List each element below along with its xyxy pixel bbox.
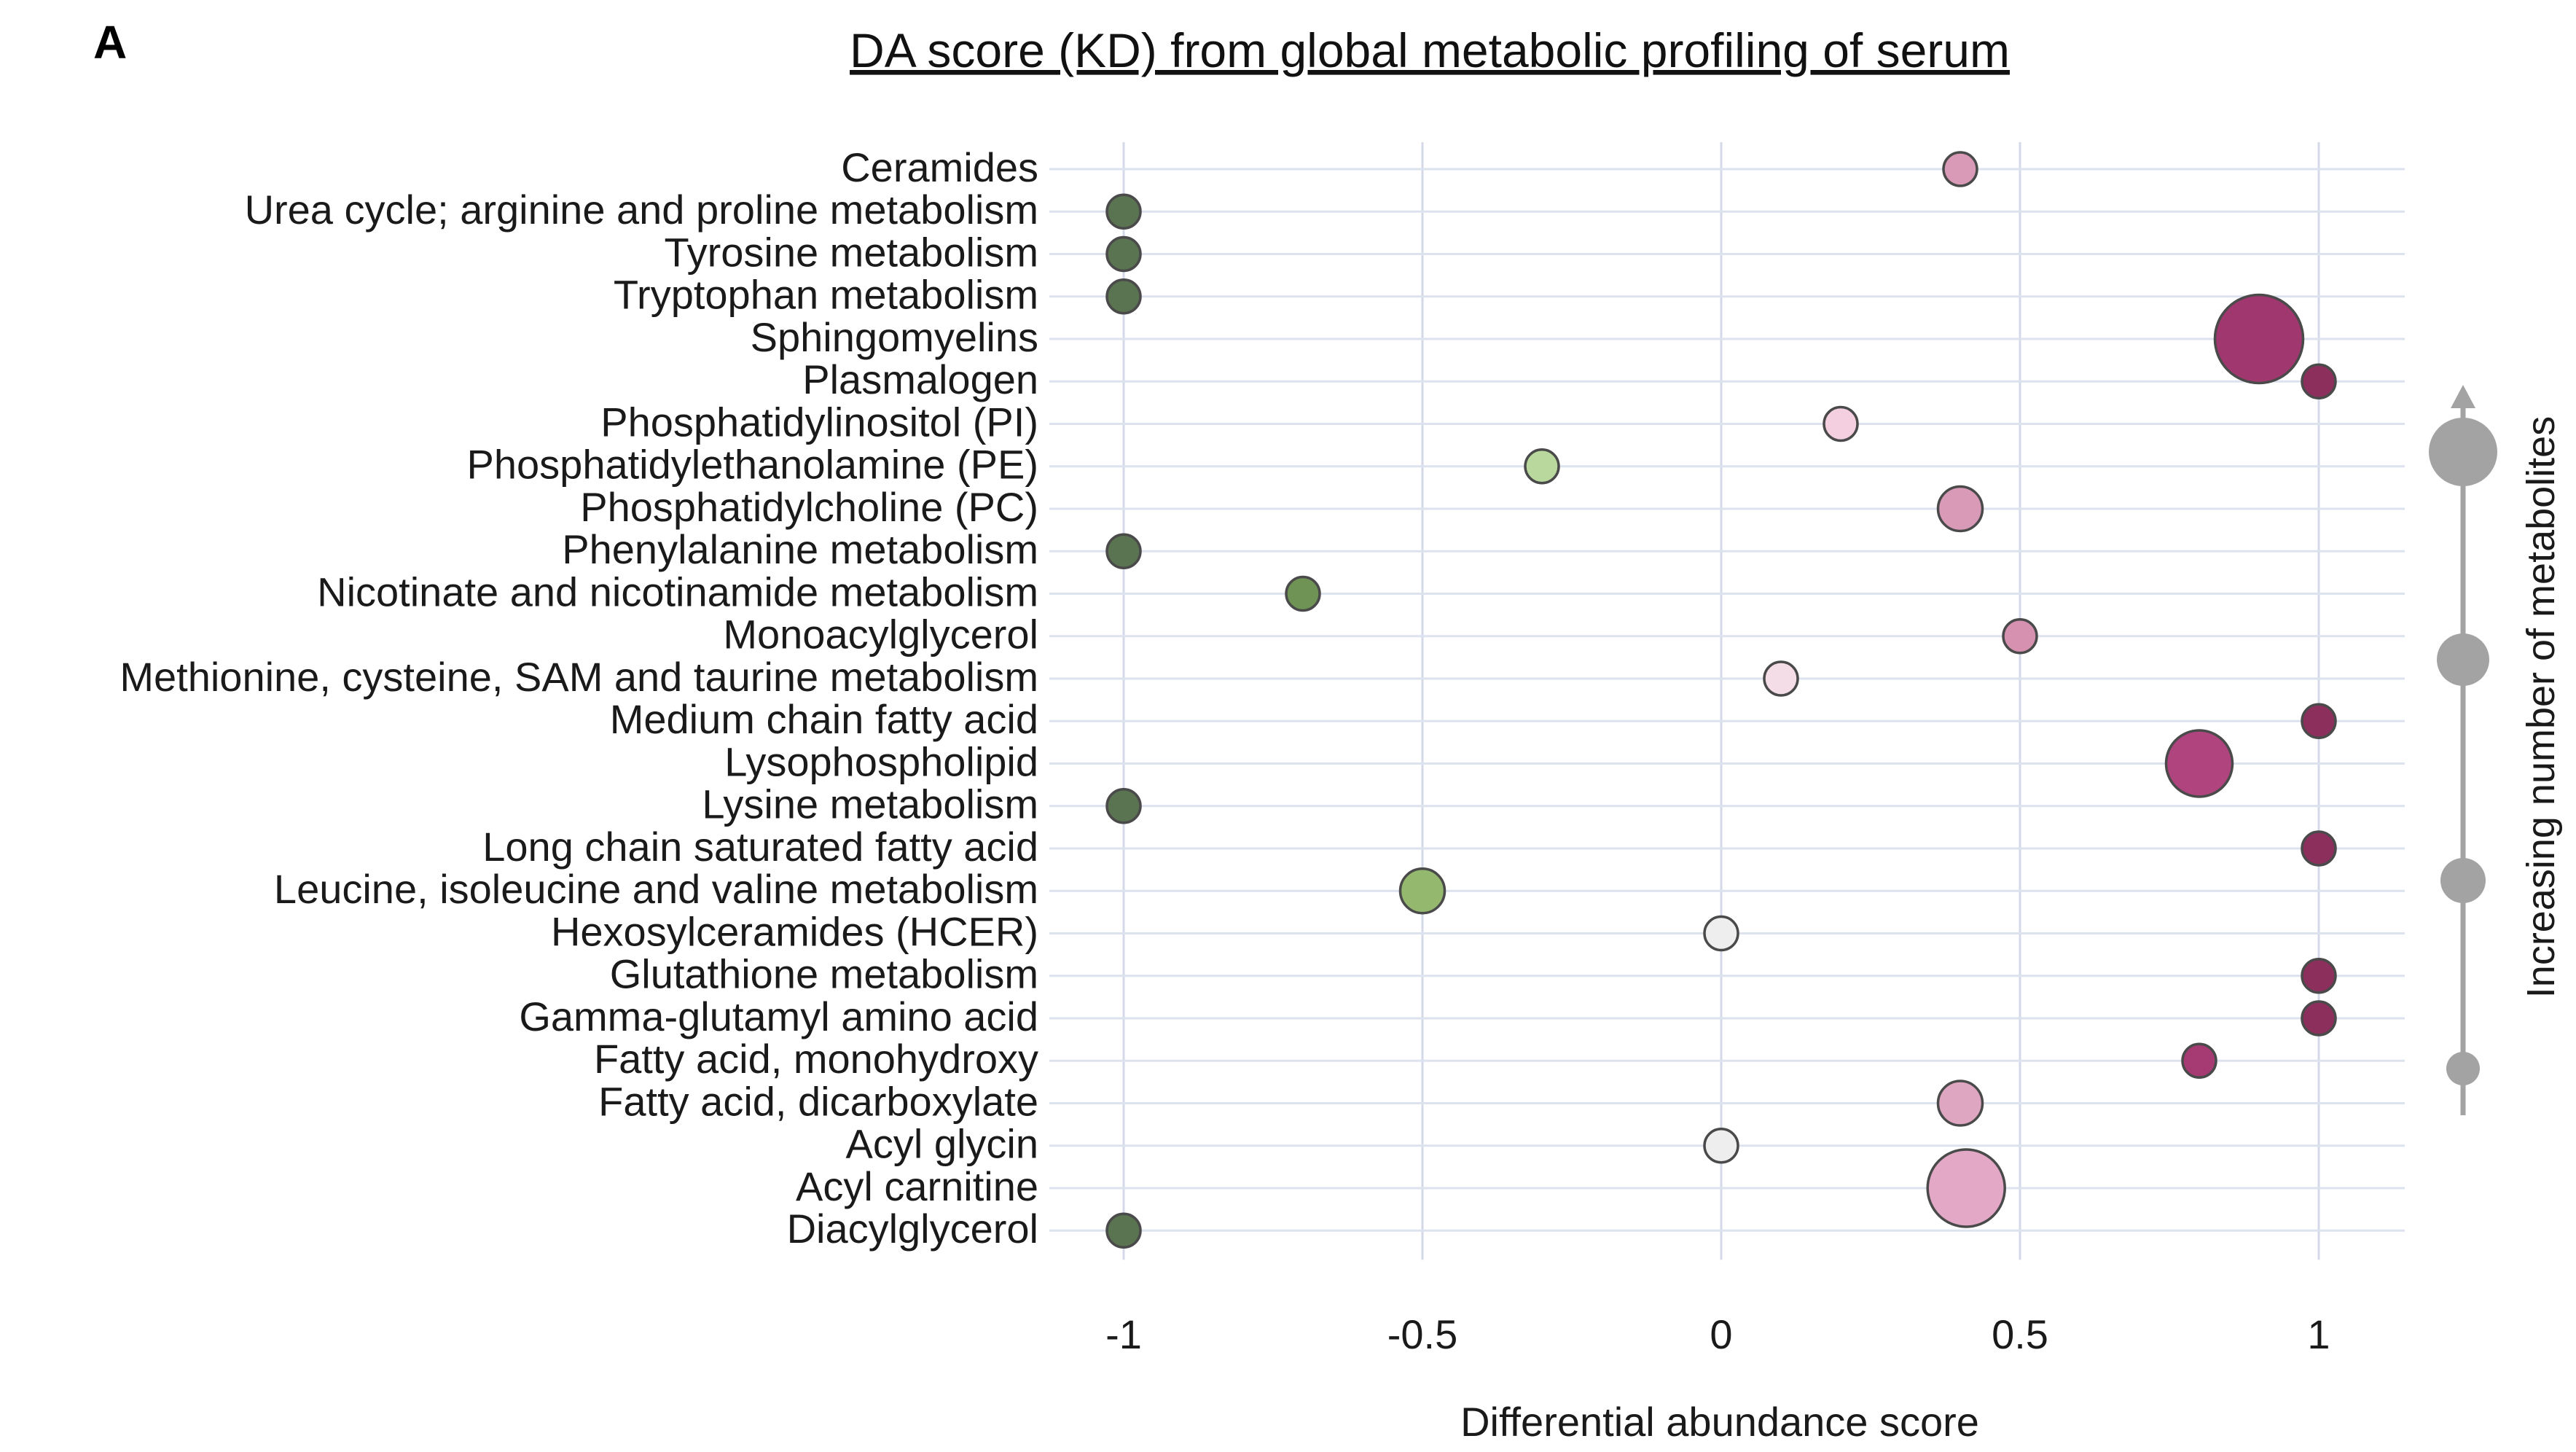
category-label: Ceramides	[841, 144, 1038, 190]
x-tick-label: 0.5	[1992, 1311, 2048, 1357]
category-label: Acyl glycin	[845, 1121, 1038, 1167]
x-tick-label: 0	[1710, 1311, 1732, 1357]
category-label: Nicotinate and nicotinamide metabolism	[317, 569, 1038, 614]
category-label: Sphingomyelins	[751, 314, 1038, 360]
category-label: Hexosylceramides (HCER)	[551, 908, 1038, 954]
data-point	[1942, 151, 1978, 187]
grid-lines	[1049, 142, 2405, 1260]
legend-size-dot	[2446, 1052, 2480, 1085]
data-point	[1524, 448, 1560, 485]
data-point	[1703, 1128, 1739, 1164]
category-label: Plasmalogen	[802, 356, 1038, 402]
category-label: Fatty acid, monohydroxy	[594, 1036, 1038, 1082]
size-legend: Increasing number of metabolites	[2429, 385, 2563, 1115]
legend-arrow-icon	[2451, 385, 2475, 408]
data-point	[1936, 485, 1984, 533]
data-point	[1823, 405, 1859, 442]
category-label: Medium chain fatty acid	[610, 696, 1038, 742]
data-point	[2164, 729, 2234, 798]
legend-size-dot	[2437, 633, 2489, 686]
legend-size-dot	[2440, 858, 2486, 903]
category-label: Monoacylglycerol	[723, 612, 1038, 657]
data-points	[1105, 151, 2337, 1249]
data-point	[1285, 575, 1321, 612]
x-axis-title: Differential abundance score	[1460, 1399, 1979, 1445]
category-label: Urea cycle; arginine and proline metabol…	[245, 187, 1038, 233]
data-point	[2301, 363, 2337, 399]
data-point	[1105, 533, 1142, 569]
category-label: Phenylalanine metabolism	[562, 526, 1038, 572]
chart-title: DA score (KD) from global metabolic prof…	[850, 23, 2010, 77]
category-label: Acyl carnitine	[796, 1163, 1038, 1209]
x-axis-ticks: -1 -0.5 0 0.5 1	[1105, 1311, 2330, 1357]
category-label: Diacylglycerol	[787, 1206, 1038, 1252]
data-point	[1105, 235, 1142, 273]
category-label: Gamma-glutamyl amino acid	[519, 994, 1038, 1039]
data-point	[1105, 788, 1142, 824]
category-label: Glutathione metabolism	[610, 951, 1038, 997]
data-point	[1763, 660, 1799, 697]
data-point	[2213, 293, 2305, 385]
data-point	[1936, 1080, 1984, 1127]
x-tick-label: -0.5	[1387, 1311, 1458, 1357]
category-label: Tyrosine metabolism	[664, 229, 1038, 275]
category-label: Phosphatidylethanolamine (PE)	[467, 442, 1038, 488]
data-point	[2301, 703, 2337, 739]
data-point	[1105, 278, 1142, 315]
panel-label: A	[93, 16, 127, 69]
legend-title: Increasing number of metabolites	[2519, 416, 2563, 998]
category-label: Lysophospholipid	[724, 738, 1038, 784]
category-label: Leucine, isoleucine and valine metabolis…	[274, 866, 1038, 912]
data-point	[1105, 193, 1142, 230]
data-point	[1398, 867, 1446, 915]
category-label: Methionine, cysteine, SAM and taurine me…	[120, 654, 1038, 700]
x-tick-label: 1	[2307, 1311, 2330, 1357]
legend-size-dot	[2429, 418, 2497, 486]
category-label: Tryptophan metabolism	[614, 272, 1038, 318]
data-point	[2301, 958, 2337, 994]
category-label: Long chain saturated fatty acid	[482, 824, 1038, 870]
category-label: Lysine metabolism	[702, 781, 1038, 827]
category-label: Phosphatidylinositol (PI)	[600, 399, 1038, 445]
data-point	[1703, 915, 1739, 952]
data-point	[2301, 1000, 2337, 1037]
data-point	[2301, 830, 2337, 867]
data-point	[1105, 1212, 1142, 1249]
data-point	[2181, 1042, 2217, 1079]
data-point	[1926, 1148, 2006, 1228]
category-label: Fatty acid, dicarboxylate	[598, 1078, 1038, 1124]
data-point	[2002, 618, 2038, 655]
category-label: Phosphatidylcholine (PC)	[580, 484, 1038, 530]
x-tick-label: -1	[1105, 1311, 1142, 1357]
